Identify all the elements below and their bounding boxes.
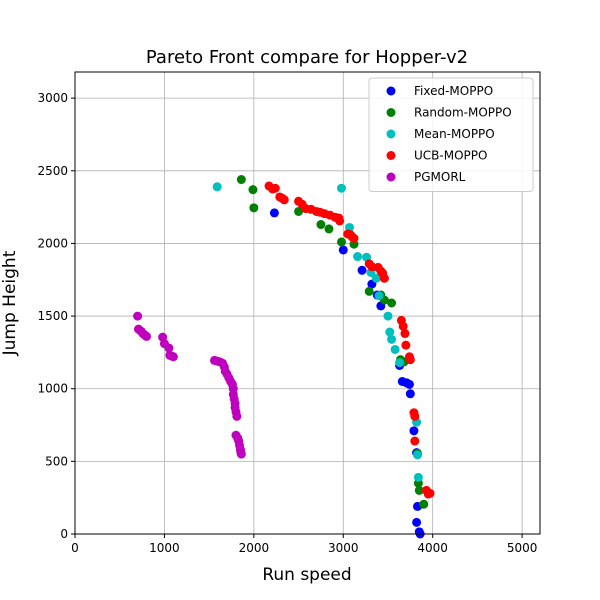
data-point [374,291,384,301]
legend-marker [386,151,396,160]
legend-marker [386,108,396,117]
data-point [232,411,242,421]
data-point [383,311,393,321]
series-pgmorl [133,311,246,459]
data-point [401,340,411,350]
data-point [395,358,405,368]
data-point [294,206,304,216]
y-tick-label: 3000 [37,91,68,105]
x-tick-label: 3000 [328,541,359,555]
data-point [400,329,410,339]
y-tick-label: 2000 [37,236,68,250]
data-point [316,220,326,230]
data-point [405,389,415,399]
x-tick-label: 0 [71,541,79,555]
data-point [390,344,400,354]
data-point [412,450,422,460]
y-tick-label: 1000 [37,382,68,396]
legend: Fixed-MOPPO Random-MOPPO Mean-MOPPO UCB-MOP… [368,77,534,192]
grid-lines [74,72,540,535]
legend-marker [386,86,396,96]
data-point [371,273,381,283]
chart-title: Pareto Front compare for Hopper-v2 [146,47,468,68]
data-point [425,488,435,498]
data-point [379,273,389,283]
data-point [336,237,346,247]
legend-label: Random-MOPPO [414,106,512,120]
data-point [353,252,363,262]
data-point [249,203,259,213]
x-tick-label: 5000 [507,541,538,555]
data-point [364,286,374,296]
data-point [405,355,415,365]
data-point [357,265,367,275]
data-point [404,379,414,389]
data-point [236,175,246,185]
legend-label: Mean-MOPPO [414,127,495,141]
data-point [414,485,424,495]
data-point [412,517,422,527]
x-tick-label: 2000 [239,541,270,555]
data-point [248,185,258,195]
data-point [398,321,408,331]
data-point [335,216,345,226]
y-tick-label: 2500 [37,164,68,178]
legend-label: Fixed-MOPPO [414,84,493,98]
data-point [236,449,246,459]
x-tick-label: 4000 [417,541,448,555]
data-point [279,195,289,205]
data-point [413,472,423,482]
data-point [387,334,397,344]
series-ucb-moppo [264,181,435,499]
x-axis-label: Run speed [262,565,351,585]
legend-box [368,77,534,192]
data-point [142,331,152,341]
legend-label: PGMORL [414,170,466,184]
data-point [270,183,280,193]
legend-marker [386,172,396,182]
data-point [324,224,334,234]
data-point [336,183,346,193]
data-point [410,436,420,446]
data-point [133,311,143,321]
axis-ticks: 0 1000 2000 3000 4000 5000 0 500 1000 1500 2000 250… [37,91,537,555]
data-points [133,175,435,539]
data-point [164,343,174,353]
y-tick-label: 0 [60,527,68,541]
data-point [349,233,359,243]
x-tick-label: 1000 [149,541,180,555]
data-point [269,208,279,218]
data-point [338,245,348,255]
y-axis-label: Jump Height [0,250,20,356]
data-point [419,499,429,509]
legend-marker [386,129,396,139]
data-point [385,327,395,337]
data-point [409,426,419,436]
data-point [410,411,420,421]
data-point [212,182,222,192]
plot-frame [74,71,541,535]
y-tick-label: 1500 [37,309,68,323]
data-point [387,298,397,308]
legend-label: UCB-MOPPO [414,149,487,163]
data-point [168,352,178,362]
y-tick-label: 500 [45,454,68,468]
